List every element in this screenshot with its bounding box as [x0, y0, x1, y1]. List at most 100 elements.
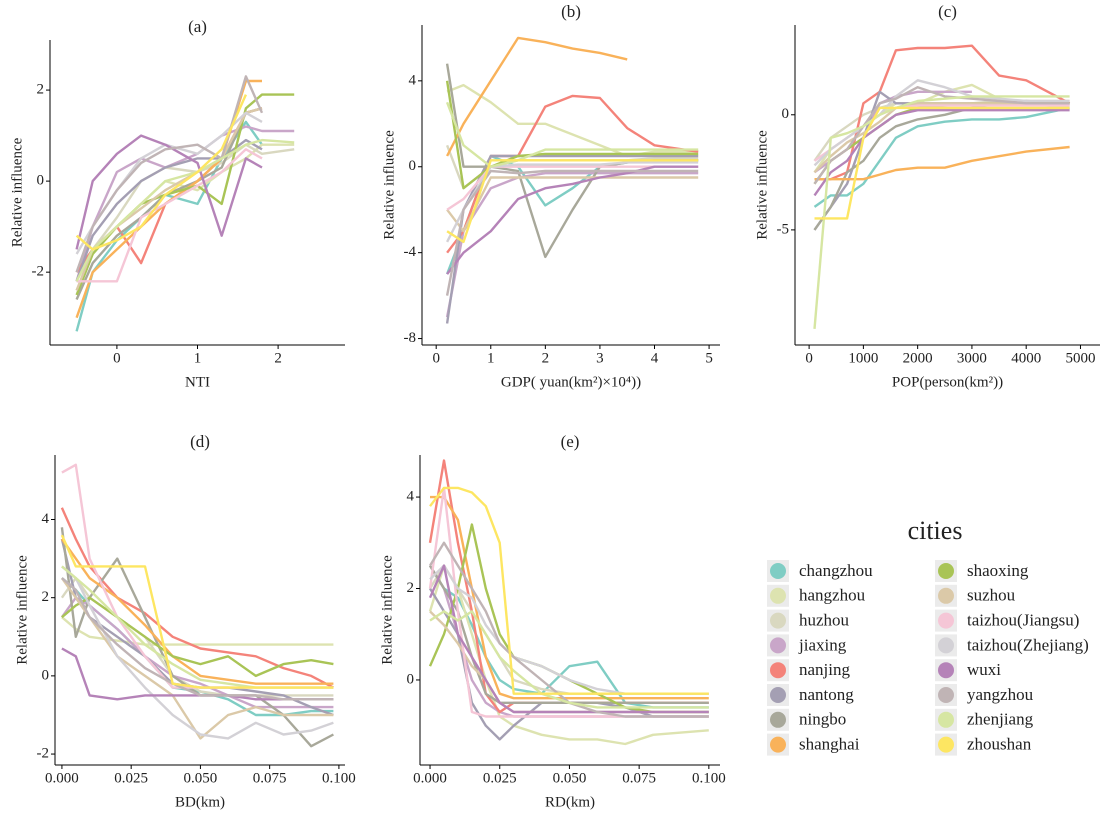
x-tick-label: 5: [705, 350, 713, 366]
series-line: [60, 534, 334, 689]
x-tick-label: 1000: [848, 350, 878, 366]
legend-swatch: [770, 563, 786, 579]
series-line: [429, 610, 709, 709]
x-tick-label: 0.075: [253, 770, 287, 786]
legend-label: shaoxing: [967, 561, 1029, 580]
series-line: [446, 94, 699, 254]
series-line: [446, 165, 699, 211]
y-axis-label: Relative influence: [14, 555, 30, 665]
series-line: [428, 564, 709, 714]
series-line: [75, 143, 295, 273]
y-tick-label: 4: [407, 489, 415, 505]
legend-label: nanjing: [799, 660, 850, 679]
x-tick-label: 0.000: [45, 770, 79, 786]
series-line: [445, 172, 699, 318]
x-tick-label: 0.000: [413, 770, 447, 786]
series-line: [814, 44, 1071, 181]
legend-swatch: [938, 563, 954, 579]
x-tick-label: 1: [194, 350, 202, 366]
x-tick-label: 0.100: [322, 770, 356, 786]
legend-label: nantong: [799, 685, 854, 704]
series-line: [813, 102, 1070, 174]
series-line: [813, 109, 1070, 197]
legend-label: hangzhou: [799, 586, 866, 605]
panel-title: (c): [938, 2, 957, 21]
y-tick-label: -2: [32, 264, 45, 280]
legend-title: cities: [908, 516, 963, 545]
series-line: [813, 86, 1070, 185]
series-line: [446, 176, 699, 233]
series-line: [75, 93, 295, 296]
panel-title: (d): [190, 432, 210, 451]
series-line: [61, 565, 334, 740]
legend-label: zhoushan: [967, 735, 1032, 754]
y-axis-label: Relative influence: [9, 137, 25, 247]
y-tick-label: -5: [777, 221, 790, 237]
x-tick-label: 2: [542, 350, 550, 366]
series-line: [446, 165, 699, 275]
series-line: [75, 138, 295, 282]
legend-swatch: [938, 612, 954, 629]
y-axis-label: Relative influence: [379, 555, 395, 665]
legend-swatch: [770, 612, 786, 629]
panel-title: (a): [188, 17, 207, 36]
series-line: [60, 576, 334, 697]
x-axis-label: GDP( yuan(km²)×10⁴)): [501, 374, 641, 390]
x-axis-label: POP(person(km²)): [892, 374, 1003, 390]
series-line: [445, 80, 699, 190]
x-tick-label: 3: [596, 350, 604, 366]
series-line: [813, 90, 1070, 231]
x-axis-label: BD(km): [175, 794, 225, 810]
x-tick-label: 0: [805, 350, 813, 366]
series-line: [428, 486, 709, 718]
series-line: [428, 523, 709, 714]
panel-title: (b): [561, 2, 581, 21]
legend-swatch: [938, 637, 954, 654]
y-axis-label: Relative influence: [754, 130, 770, 240]
x-tick-label: 5000: [1065, 350, 1095, 366]
x-tick-label: 0: [432, 350, 440, 366]
y-axis-label: Relative influence: [381, 130, 397, 240]
series-line: [446, 36, 628, 157]
series-line: [61, 577, 334, 701]
series-line: [429, 486, 709, 695]
series-line: [61, 616, 334, 646]
panel-title: (e): [561, 432, 580, 451]
series-line: [60, 538, 334, 685]
x-axis-label: RD(km): [545, 794, 595, 810]
y-tick-label: 4: [409, 72, 417, 88]
series-line: [428, 541, 709, 718]
legend-swatch: [770, 637, 786, 654]
legend-label: changzhou: [799, 561, 873, 580]
legend-swatch: [770, 736, 786, 753]
legend-label: taizhou(Zhejiang): [967, 635, 1089, 654]
series-line: [75, 75, 264, 273]
x-tick-label: 4: [651, 350, 659, 366]
x-tick-label: 0.075: [622, 770, 656, 786]
legend-label: jiaxing: [798, 635, 847, 654]
y-tick-label: -2: [37, 745, 50, 761]
legend-label: huzhou: [799, 611, 850, 630]
legend-label: wuxi: [967, 660, 1001, 679]
x-axis-label: NTI: [185, 374, 210, 390]
x-tick-label: 4000: [1011, 350, 1041, 366]
y-tick-label: 0: [407, 671, 415, 687]
x-tick-label: 0: [113, 350, 121, 366]
legend-label: yangzhou: [967, 685, 1034, 704]
legend-swatch: [770, 687, 786, 703]
x-tick-label: 3000: [957, 350, 987, 366]
series-line: [60, 507, 334, 689]
series-line: [76, 148, 263, 283]
series-line: [445, 169, 699, 296]
x-tick-label: 2000: [903, 350, 933, 366]
series-line: [75, 138, 263, 282]
x-tick-label: 0.050: [553, 770, 587, 786]
y-tick-label: 2: [42, 589, 50, 605]
y-tick-label: -4: [404, 244, 417, 260]
legend-label: taizhou(Jiangsu): [967, 611, 1079, 630]
x-tick-label: 0.100: [692, 770, 726, 786]
y-tick-label: 0: [37, 173, 45, 189]
series-line: [75, 94, 247, 251]
series-line: [61, 463, 334, 689]
